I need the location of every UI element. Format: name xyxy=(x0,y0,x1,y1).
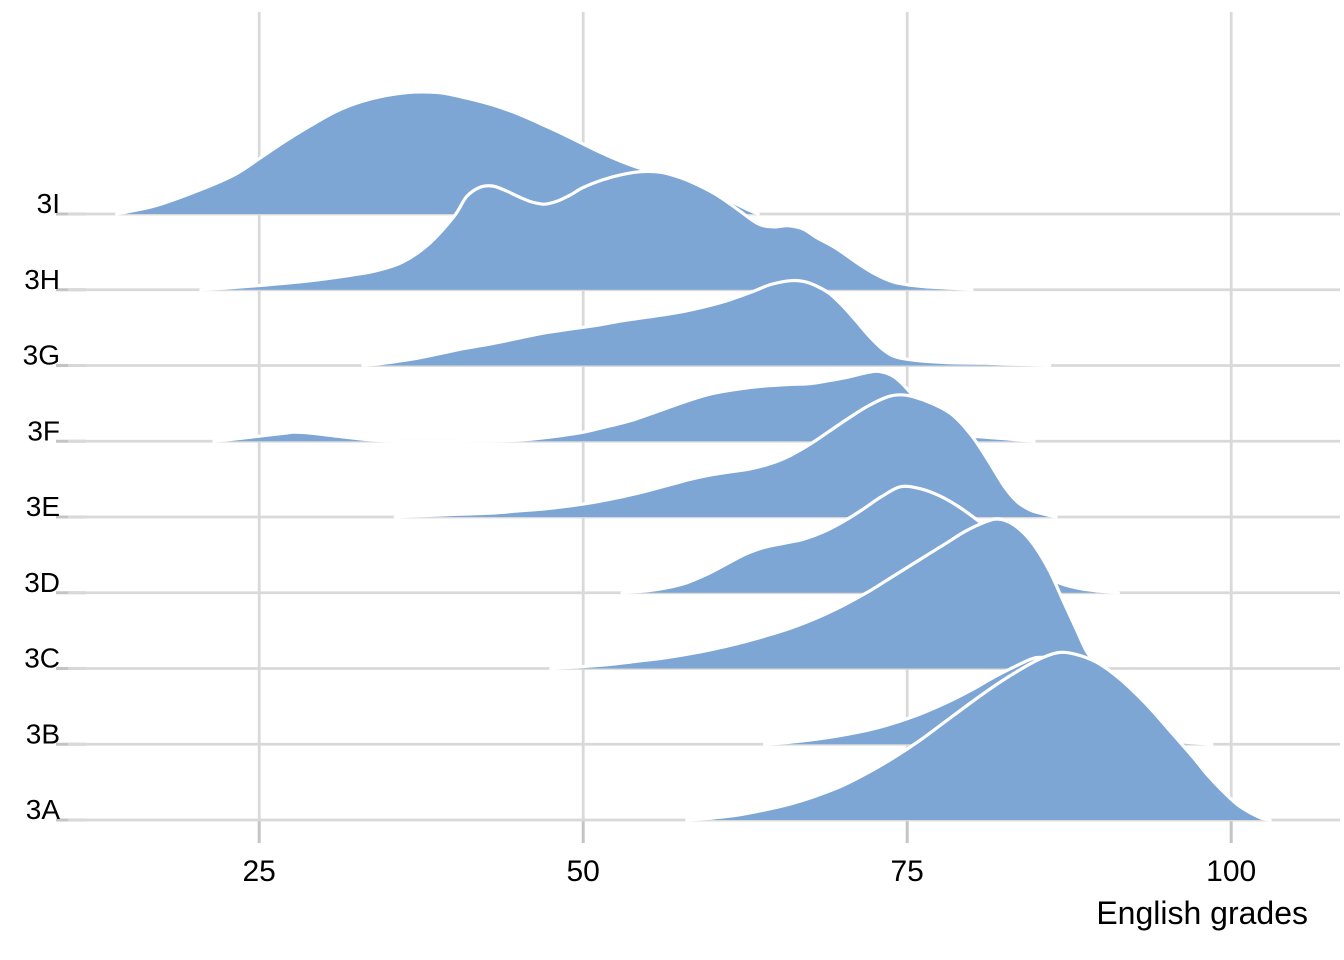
y-axis-label-3A: 3A xyxy=(26,794,61,825)
y-axis-label-3E: 3E xyxy=(26,491,60,522)
ridge-3A xyxy=(685,650,1272,822)
ridge-fill-3E xyxy=(395,394,1057,517)
ridge-fill-3G xyxy=(362,280,1050,366)
y-axis-label-3F: 3F xyxy=(27,415,60,446)
y-axis-label-3D: 3D xyxy=(24,567,60,598)
ridge-outline-3H xyxy=(199,169,974,292)
y-axis-label-3I: 3I xyxy=(37,188,60,219)
x-tick-label-25: 25 xyxy=(243,855,276,888)
ridge-outline-3G xyxy=(361,278,1052,368)
ridge-3E xyxy=(393,393,1058,519)
y-axis-label-3B: 3B xyxy=(26,718,60,749)
y-axis-label-3C: 3C xyxy=(24,643,60,674)
x-tick-label-75: 75 xyxy=(891,855,924,888)
ridge-3G xyxy=(361,278,1052,368)
ridge-3H xyxy=(199,169,974,292)
x-axis-title: English grades xyxy=(1096,895,1308,931)
ridge-3C xyxy=(549,517,1106,671)
ridge-fill-3C xyxy=(550,518,1105,669)
ridge-outline-3E xyxy=(393,393,1058,519)
ridge-outline-3A xyxy=(685,650,1272,822)
ridge-outline-3C xyxy=(549,517,1106,671)
y-axis-label-3H: 3H xyxy=(24,264,60,295)
x-tick-label-100: 100 xyxy=(1206,855,1256,888)
ridge-fill-3A xyxy=(686,652,1271,820)
x-tick-label-50: 50 xyxy=(567,855,600,888)
ridge-fill-3H xyxy=(200,171,972,290)
y-axis-label-3G: 3G xyxy=(23,340,60,371)
ridge-fill-3F xyxy=(213,371,1035,442)
